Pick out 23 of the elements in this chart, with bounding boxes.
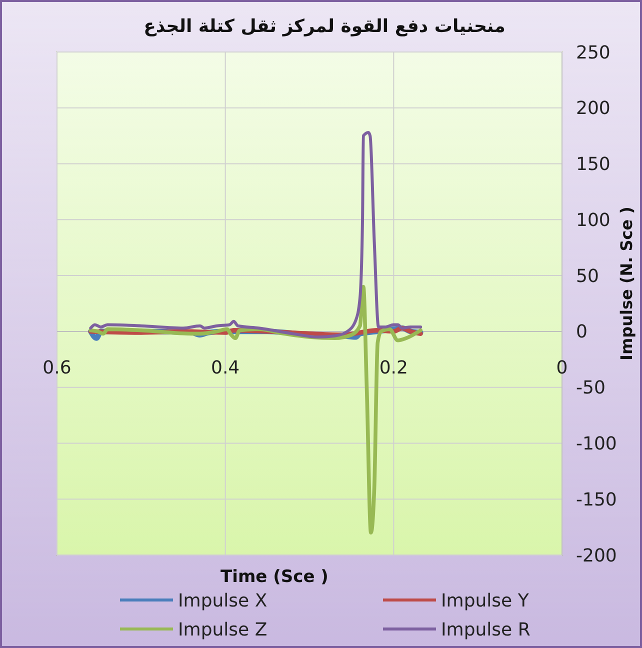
y-tick-label: 200 xyxy=(576,98,610,120)
line-series xyxy=(88,284,422,535)
legend-label: Impulse Z xyxy=(178,619,268,640)
y-axis-title: Impulse (N. Sce ) xyxy=(617,206,636,360)
y-tick-label: 250 xyxy=(576,42,610,64)
line-series xyxy=(89,130,422,339)
y-tick-label: 150 xyxy=(576,154,610,176)
x-tick-label: 0 xyxy=(556,357,568,378)
x-tick-label: 0.6 xyxy=(42,357,72,378)
y-tick-label: 0 xyxy=(576,322,588,343)
x-axis-title: Time (Sce ) xyxy=(220,567,328,587)
y-tick-label: 100 xyxy=(576,210,610,231)
legend-label: Impulse Y xyxy=(441,590,530,612)
x-tick-label: 0.4 xyxy=(211,357,240,378)
legend-label: Impulse X xyxy=(178,590,268,612)
y-tick-label: -200 xyxy=(576,545,617,566)
chart-title: منحنيات دفع القوة لمركز ثقل كتلة الجذع xyxy=(144,16,506,37)
y-tick-label: -50 xyxy=(576,378,606,399)
y-tick-label: 50 xyxy=(576,266,599,287)
legend-label: Impulse R xyxy=(441,619,530,640)
x-tick-label: 0.2 xyxy=(379,357,408,378)
y-tick-label: -150 xyxy=(576,489,617,510)
y-tick-label: -100 xyxy=(576,434,617,455)
